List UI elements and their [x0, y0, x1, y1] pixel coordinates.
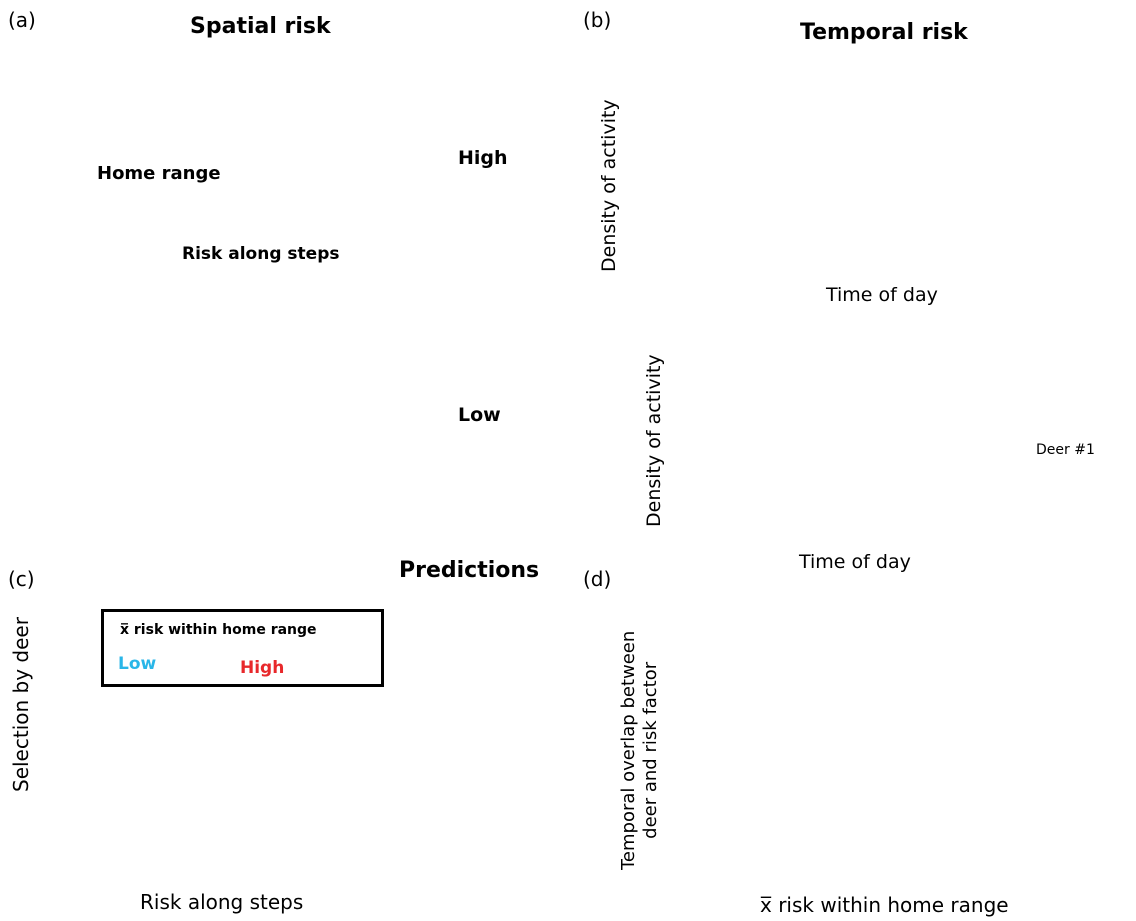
deer-silhouette-icon: [28, 68, 108, 131]
colorbar: [418, 143, 448, 425]
legend-title: x̅ risk within home range: [120, 622, 317, 638]
panel-a-title: Spatial risk: [190, 14, 331, 39]
risk-map: [38, 143, 405, 424]
panel-c-letter: (c): [8, 567, 35, 591]
map-deer-icon: [94, 264, 150, 324]
b-bottom-axes: [668, 330, 1020, 546]
overlap-area: [716, 412, 962, 534]
legend-box: x̅ risk within home range Low High: [101, 609, 384, 687]
risk-steps-path: [159, 280, 327, 312]
d-coyote-icon: [1036, 732, 1114, 780]
d-ylabel-line2: deer and risk factor: [640, 661, 661, 839]
high-prediction-line: [57, 741, 393, 839]
legend-high-label: High: [240, 658, 285, 678]
d-axes: [686, 614, 1050, 884]
panel-d-letter: (d): [583, 567, 612, 591]
panel-a-letter: (a): [8, 8, 36, 32]
panel-c-title: Predictions: [399, 558, 540, 583]
deer-number-label: Deer #1: [1036, 442, 1095, 458]
b-top-activity-curves: [656, 133, 1136, 246]
c-ylabel: Selection by deer: [9, 617, 33, 792]
home-range-outline: [56, 163, 382, 390]
b-top-xlabel: Time of day: [826, 284, 938, 306]
d-deer-icon: [1040, 674, 1104, 724]
c-xlabel: Risk along steps: [140, 890, 304, 914]
d-xlabel: x̅ risk within home range: [760, 893, 1009, 917]
faded-deer-icon: [648, 144, 786, 246]
home-range-label: Home range: [97, 163, 221, 184]
d-cougar-icon: [1036, 792, 1118, 834]
panel-b-letter: (b): [583, 8, 612, 32]
cougar-silhouette-icon: [224, 80, 316, 128]
b-bottom-xlabel: Time of day: [799, 551, 911, 573]
low-prediction-line: [56, 730, 394, 753]
risk-steps-label: Risk along steps: [182, 244, 340, 264]
b-top-ylabel: Density of activity: [598, 99, 620, 272]
d-overlap-lines: [691, 702, 1033, 859]
claw-scratch-icon: [349, 83, 379, 121]
d-ylabel-line1: Temporal overlap between: [618, 630, 639, 870]
faded-coyote-icon: [812, 166, 950, 248]
cyan-dot: [770, 770, 773, 773]
cougar-activity-curve: [674, 360, 964, 535]
deer-activity-curve: [714, 408, 1018, 527]
d-claw-scratch-icon: [1039, 841, 1071, 879]
colorbar-low-label: Low: [458, 404, 501, 426]
b-bottom-ylabel: Density of activity: [643, 354, 665, 527]
curved-arrow-icon: [536, 291, 614, 426]
coyote-silhouette-icon: [136, 82, 212, 128]
panel-b-title: Temporal risk: [800, 20, 968, 45]
colorbar-high-label: High: [458, 147, 508, 169]
deer-1-icon: [1026, 458, 1100, 516]
b-top-axes: [621, 84, 1136, 274]
faded-cougar-icon: [998, 160, 1136, 250]
green-cougar-icon: [934, 338, 1026, 378]
legend-low-label: Low: [118, 654, 157, 674]
